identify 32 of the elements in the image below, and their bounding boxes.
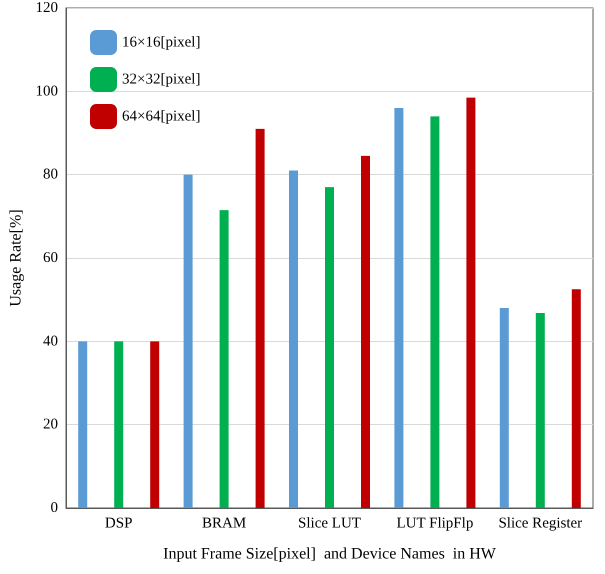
y-tick-label: 120 bbox=[36, 0, 58, 16]
bar bbox=[325, 187, 334, 508]
x-tick-label: Slice Register bbox=[498, 516, 582, 532]
bar bbox=[466, 98, 476, 508]
bar bbox=[184, 174, 193, 508]
bar bbox=[220, 210, 229, 508]
y-tick-label: 80 bbox=[43, 166, 58, 183]
bar bbox=[394, 108, 404, 508]
legend-label: 32×32[pixel] bbox=[122, 72, 200, 88]
x-axis-title: Input Frame Size[pixel] and Device Names in HW bbox=[163, 546, 497, 562]
y-tick-label: 20 bbox=[43, 416, 58, 433]
bar bbox=[289, 170, 298, 508]
bar bbox=[256, 128, 265, 508]
x-tick-label: BRAM bbox=[202, 516, 246, 532]
y-tick-label: 60 bbox=[43, 250, 58, 266]
legend-label: 64×64[pixel] bbox=[122, 108, 200, 124]
bar bbox=[78, 341, 88, 508]
y-tick-label: 0 bbox=[50, 500, 58, 516]
bar bbox=[536, 313, 545, 508]
bar bbox=[572, 289, 581, 508]
y-axis-title: Usage Rate[%] bbox=[8, 209, 24, 307]
x-tick-label: Slice LUT bbox=[298, 516, 361, 532]
bar bbox=[430, 116, 440, 508]
bar bbox=[361, 156, 370, 508]
x-tick-label: LUT FlipFlp bbox=[396, 516, 474, 532]
bar bbox=[114, 341, 124, 508]
legend-label: 16×16[pixel] bbox=[122, 34, 200, 50]
y-tick-label: 40 bbox=[43, 333, 58, 350]
bar bbox=[500, 308, 509, 508]
x-tick-label: DSP bbox=[104, 516, 132, 532]
y-tick-label: 100 bbox=[36, 83, 58, 100]
bar bbox=[150, 341, 160, 508]
